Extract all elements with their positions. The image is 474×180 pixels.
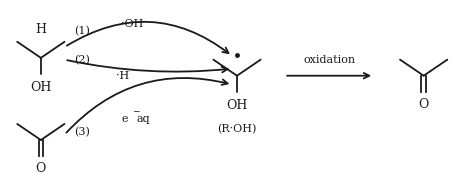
Text: oxidation: oxidation (303, 55, 355, 65)
Text: O: O (419, 98, 429, 111)
Text: (1): (1) (74, 26, 90, 36)
Text: (3): (3) (74, 127, 90, 137)
Text: H: H (36, 23, 46, 36)
Text: OH: OH (226, 99, 248, 112)
Text: O: O (36, 162, 46, 175)
Text: OH: OH (30, 81, 52, 94)
Text: (2): (2) (74, 55, 90, 65)
Text: (R·OH): (R·OH) (217, 124, 257, 134)
Text: e: e (121, 114, 128, 124)
Text: aq: aq (137, 114, 150, 124)
Text: −: − (132, 106, 139, 115)
Text: ·H: ·H (117, 71, 130, 81)
Text: ·OH: ·OH (121, 19, 144, 29)
